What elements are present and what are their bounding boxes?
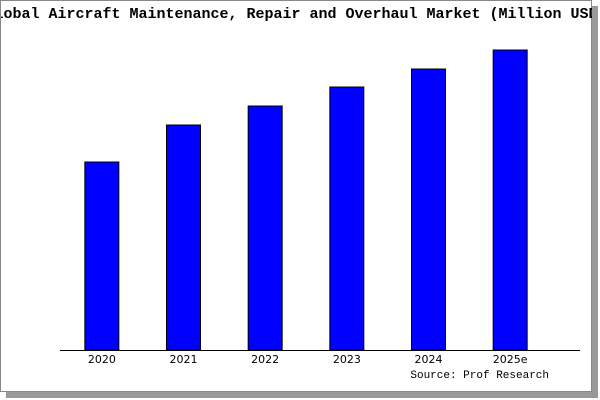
title-clip: Global Aircraft Maintenance, Repair and … — [0, 6, 600, 23]
bar — [492, 49, 528, 351]
x-tick-label: 2023 — [333, 353, 361, 366]
x-tick-label: 2024 — [415, 353, 443, 366]
bar — [411, 68, 446, 351]
chart-title: Global Aircraft Maintenance, Repair and … — [0, 6, 600, 23]
bar — [329, 86, 365, 351]
source-note: Source: Prof Research — [410, 370, 549, 382]
bar — [247, 105, 283, 351]
bar — [166, 124, 201, 351]
x-tick-label: 2022 — [251, 353, 279, 366]
x-tick-label: 2021 — [170, 353, 198, 366]
x-tick-label: 2020 — [88, 353, 116, 366]
x-tick-label: 2025e — [493, 353, 528, 366]
bar — [84, 161, 120, 351]
